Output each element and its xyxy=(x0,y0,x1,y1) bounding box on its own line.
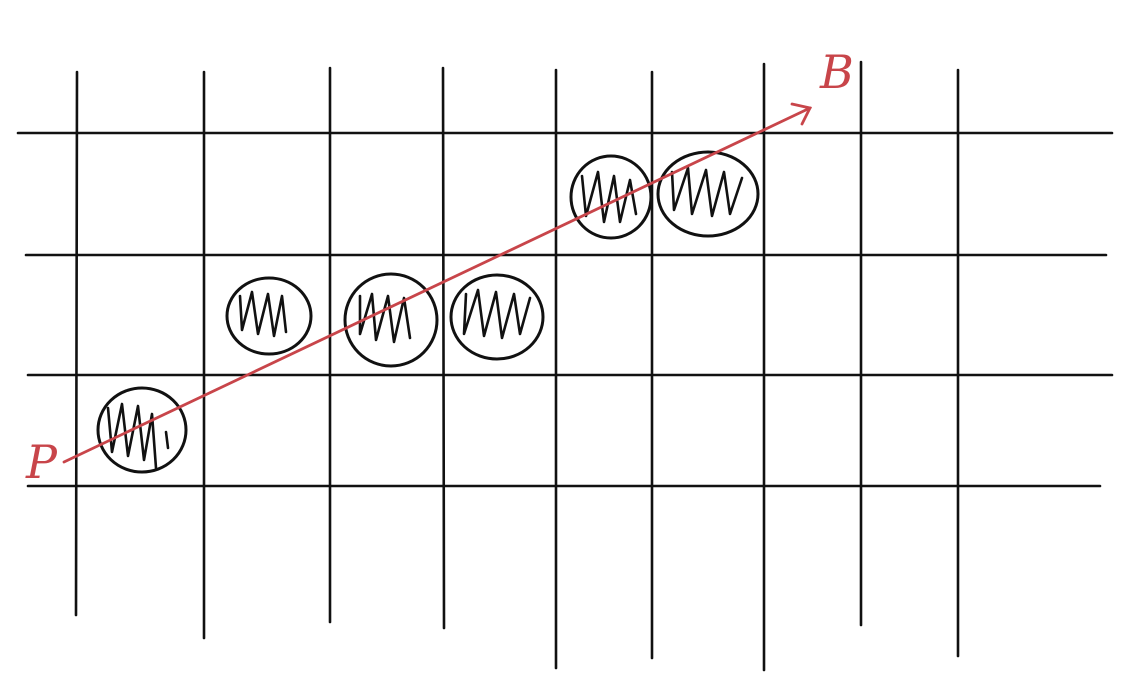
end-point-label: B xyxy=(819,45,854,99)
cell-circle xyxy=(569,154,653,240)
marked-cell xyxy=(449,273,545,361)
vertical-grid-lines xyxy=(74,60,960,672)
cell-scribble xyxy=(580,170,638,224)
marked-cell xyxy=(225,276,313,356)
cell-scribble xyxy=(358,292,412,344)
start-point-label: P xyxy=(25,435,58,489)
ray-arrow xyxy=(62,102,813,464)
cell-scribble xyxy=(670,166,744,218)
horizontal-grid-lines xyxy=(16,131,1114,488)
cell-circle xyxy=(96,386,188,474)
grid-line-vertical xyxy=(74,70,79,617)
grid-line-vertical xyxy=(441,66,446,630)
cell-circle xyxy=(656,150,760,238)
cell-circle xyxy=(225,276,313,356)
arrow-head-icon xyxy=(790,102,813,126)
marked-cell xyxy=(569,154,653,240)
cell-scribble xyxy=(238,290,288,338)
cell-scribble xyxy=(462,288,532,340)
marked-cell xyxy=(96,386,188,474)
ray-line xyxy=(62,106,812,464)
marked-cell xyxy=(343,272,439,368)
cell-circle xyxy=(343,272,439,368)
marked-cells xyxy=(96,150,760,474)
marked-cell xyxy=(656,150,760,238)
cell-circle xyxy=(449,273,545,361)
